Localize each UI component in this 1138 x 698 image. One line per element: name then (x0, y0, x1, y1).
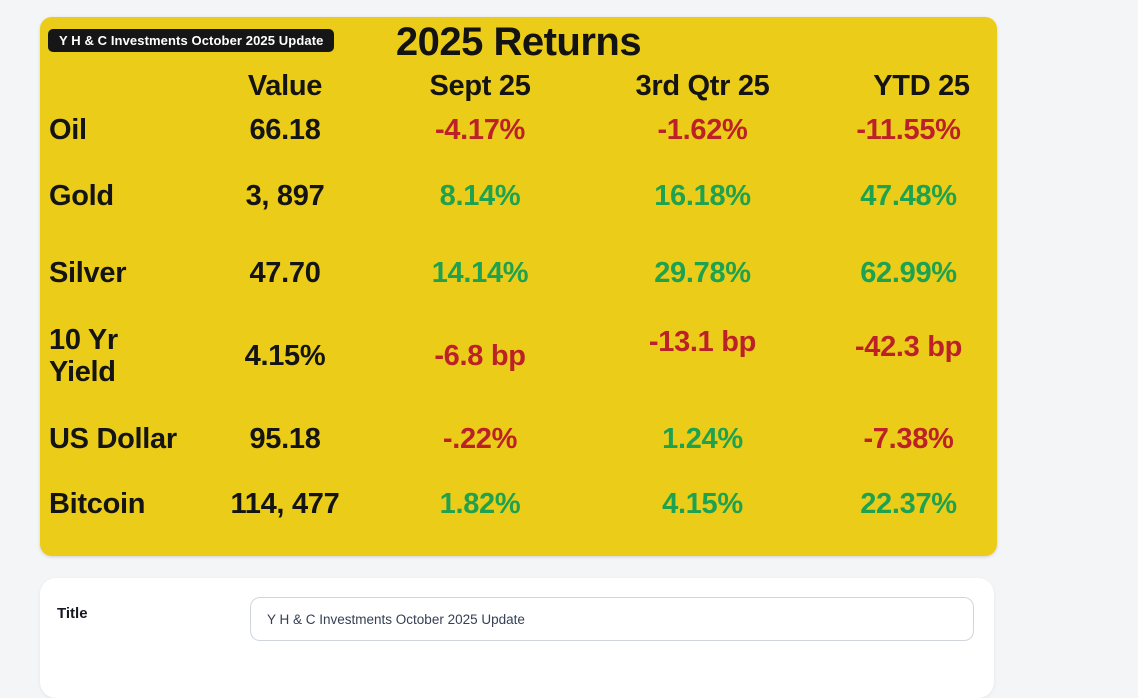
row-qtr-change: 29.78% (654, 257, 751, 290)
row-sept-change: 8.14% (439, 180, 521, 213)
row-qtr-change: -1.62% (657, 114, 748, 147)
row-qtr-change: -13.1 bp (648, 326, 757, 359)
row-ytd-change: -7.38% (863, 423, 954, 456)
title-field-label: Title (57, 605, 88, 622)
row-ytd-change: 47.48% (860, 180, 957, 213)
table-header-row: Value Sept 25 3rd Qtr 25 YTD 25 (40, 65, 997, 109)
row-label: Oil (49, 114, 87, 147)
row-ytd-change: -11.55% (856, 114, 961, 147)
table-row: Bitcoin 114, 477 1.82% 4.15% 22.37% (40, 483, 997, 527)
row-ytd-change: 62.99% (860, 257, 957, 290)
row-sept-change: -4.17% (434, 114, 526, 147)
row-qtr-change: 16.18% (654, 180, 751, 213)
row-label: Gold (49, 180, 114, 213)
row-qtr-change: 1.24% (662, 423, 743, 456)
row-label: 10 Yr Yield (49, 324, 118, 388)
header-qtr: 3rd Qtr 25 (635, 70, 770, 103)
header-sept: Sept 25 (429, 70, 531, 103)
header-value: Value (247, 70, 323, 103)
row-label: Silver (49, 257, 127, 290)
row-value: 95.18 (249, 423, 321, 456)
row-sept-change: 14.14% (431, 257, 529, 290)
row-value: 66.18 (249, 114, 321, 147)
table-row: Silver 47.70 14.14% 29.78% 62.99% (40, 252, 997, 296)
row-ytd-change: 22.37% (860, 488, 957, 521)
table-row: 10 Yr Yield 4.15% -6.8 bp -13.1 bp -42.3… (40, 313, 997, 401)
table-row: Gold 3, 897 8.14% 16.18% 47.48% (40, 175, 997, 219)
board-title: 2025 Returns (395, 20, 642, 64)
row-qtr-change: 4.15% (662, 488, 743, 521)
header-ytd: YTD 25 (873, 70, 970, 103)
row-sept-change: 1.82% (439, 488, 521, 521)
row-label: Bitcoin (49, 488, 146, 521)
form-card: Title (40, 578, 994, 698)
row-value: 114, 477 (230, 488, 340, 521)
table-row: Oil 66.18 -4.17% -1.62% -11.55% (40, 109, 997, 153)
row-ytd-change: -42.3 bp (854, 331, 963, 364)
row-sept-change: -6.8 bp (434, 340, 526, 373)
row-label: US Dollar (49, 423, 177, 456)
update-badge: Y H & C Investments October 2025 Update (48, 29, 335, 52)
row-value: 4.15% (244, 340, 326, 373)
row-value: 47.70 (249, 257, 321, 290)
table-row: US Dollar 95.18 -.22% 1.24% -7.38% (40, 418, 997, 462)
title-input[interactable] (250, 597, 974, 641)
row-value: 3, 897 (245, 180, 325, 213)
row-sept-change: -.22% (442, 423, 518, 456)
returns-board: Y H & C Investments October 2025 Update … (40, 17, 997, 556)
